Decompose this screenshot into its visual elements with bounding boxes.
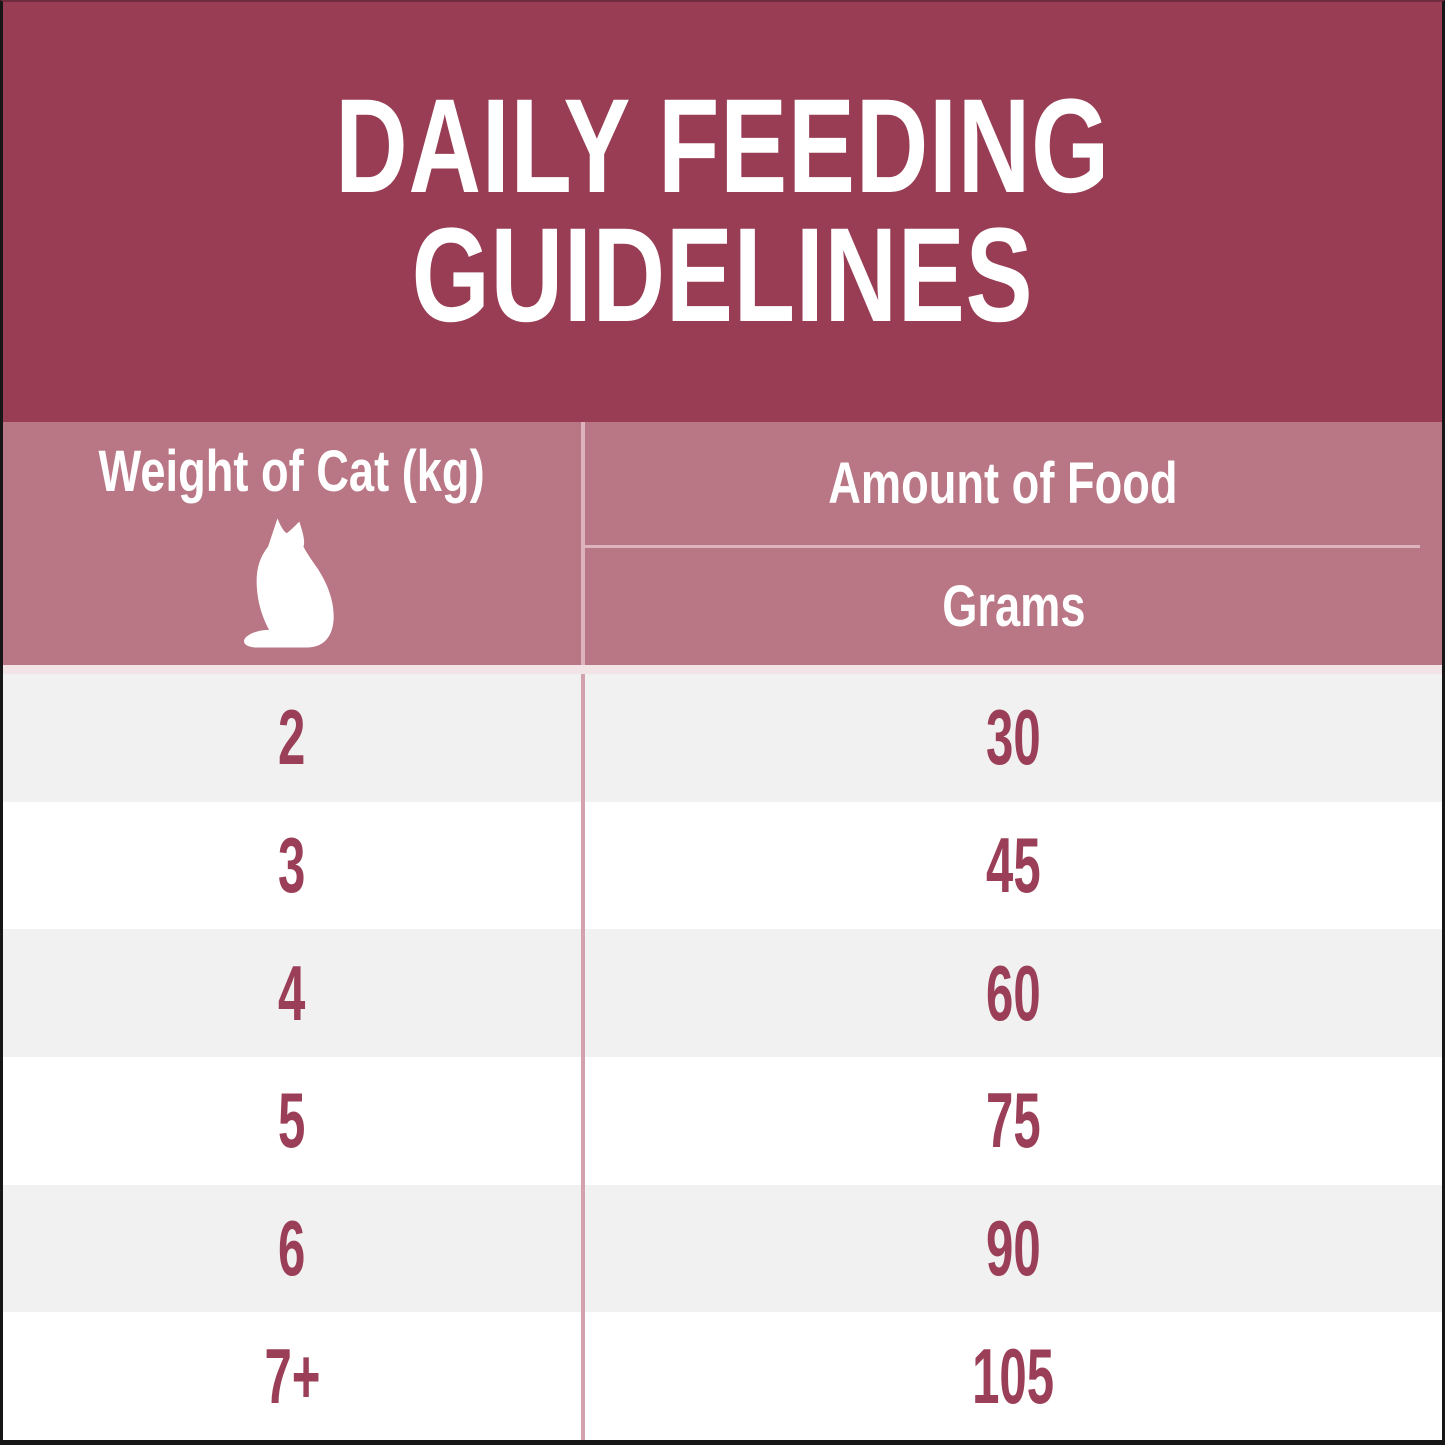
grams-cell: 60 xyxy=(581,929,1442,1058)
weight-cell: 5 xyxy=(3,1057,581,1185)
weight-value: 2 xyxy=(278,693,306,782)
grams-cell: 45 xyxy=(581,801,1442,930)
weight-value: 7+ xyxy=(263,1331,321,1420)
cat-icon xyxy=(240,512,344,652)
table-row: 5 75 xyxy=(3,1057,1442,1185)
page-title-line-2: GUIDELINES xyxy=(411,201,1034,350)
grams-value: 30 xyxy=(986,693,1041,782)
amount-column-header: Amount of Food Grams xyxy=(581,422,1442,665)
grams-subheader: Grams xyxy=(585,548,1442,665)
weight-value: 6 xyxy=(278,1204,306,1293)
weight-cell: 6 xyxy=(3,1185,581,1313)
amount-of-food-label: Amount of Food xyxy=(827,450,1178,516)
weight-cell: 7+ xyxy=(3,1312,581,1440)
grams-label: Grams xyxy=(941,573,1086,639)
table-row: 6 90 xyxy=(3,1184,1442,1313)
weight-value: 5 xyxy=(278,1076,306,1165)
table-header-band: Weight of Cat (kg) Amount of Food Grams xyxy=(3,422,1442,665)
feeding-table-body: 2 30 3 45 4 60 5 xyxy=(3,674,1442,1440)
weight-column-header: Weight of Cat (kg) xyxy=(3,422,581,665)
grams-value: 60 xyxy=(986,948,1041,1037)
table-row: 2 30 xyxy=(3,674,1442,802)
header-banner: DAILY FEEDING GUIDELINES xyxy=(3,2,1442,422)
page-title-line-1: DAILY FEEDING xyxy=(335,72,1110,222)
weight-cell: 2 xyxy=(3,674,581,802)
weight-cell: 4 xyxy=(3,929,581,1057)
grams-cell: 75 xyxy=(581,1057,1442,1185)
grams-value: 75 xyxy=(986,1076,1041,1165)
weight-cell: 3 xyxy=(3,802,581,930)
table-row: 4 60 xyxy=(3,929,1442,1058)
grams-value: 45 xyxy=(986,821,1041,909)
band-separator xyxy=(3,665,1442,674)
amount-of-food-header: Amount of Food xyxy=(585,422,1420,548)
grams-cell: 30 xyxy=(581,674,1442,802)
weight-column-label: Weight of Cat (kg) xyxy=(98,439,486,504)
table-row: 3 45 xyxy=(3,801,1442,930)
weight-value: 4 xyxy=(278,948,306,1037)
grams-cell: 90 xyxy=(581,1184,1442,1313)
weight-value: 3 xyxy=(278,821,306,909)
grams-value: 105 xyxy=(972,1331,1055,1420)
grams-cell: 105 xyxy=(581,1312,1442,1440)
table-row: 7+ 105 xyxy=(3,1312,1442,1440)
grams-value: 90 xyxy=(986,1204,1041,1293)
